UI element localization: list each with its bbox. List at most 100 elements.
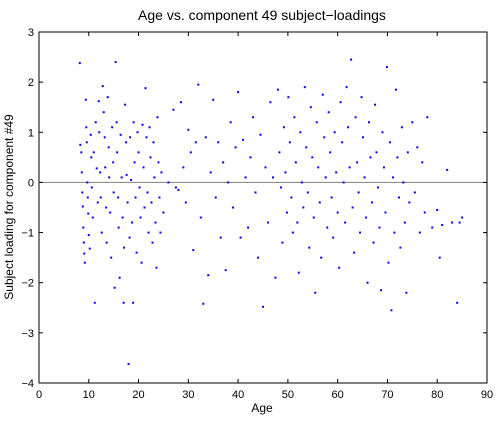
data-point [311,156,314,159]
data-point [332,236,335,239]
data-point [99,171,102,174]
data-point [90,186,93,189]
data-point [145,136,148,139]
data-point [323,136,326,139]
data-point [111,126,114,129]
data-point [290,196,293,199]
data-point [291,231,294,234]
data-point [192,249,195,252]
data-point [431,226,434,229]
data-point [80,171,83,174]
data-point [159,231,162,234]
y-tick-label: 2 [28,77,34,89]
data-point [94,121,97,124]
x-tick-label: 50 [282,389,294,401]
data-point [112,191,115,194]
data-point [229,121,232,124]
data-point [333,131,336,134]
data-point [359,231,362,234]
data-point [92,151,95,154]
data-point [257,256,260,259]
data-point [224,269,227,272]
data-point [105,206,108,209]
data-point [296,221,299,224]
data-point [105,241,108,244]
data-point [217,141,220,144]
data-point [107,146,110,149]
data-point [451,221,454,224]
data-point [207,274,210,277]
data-point [227,181,230,184]
data-point [274,276,277,279]
data-point [305,146,308,149]
data-point [278,151,281,154]
data-point [167,181,170,184]
data-point [320,256,323,259]
data-point [116,151,119,154]
data-point [284,171,287,174]
data-point [302,206,305,209]
x-tick-label: 80 [431,389,443,401]
data-point [336,211,339,214]
data-point [95,167,98,170]
data-point [149,156,152,159]
data-point [314,291,317,294]
data-point [174,186,177,189]
data-point [131,221,134,224]
data-point [375,151,378,154]
data-point [408,201,411,204]
data-point [329,151,332,154]
data-point [144,87,147,90]
data-point [426,116,429,119]
x-axis-title: Age [251,401,273,415]
data-point [199,216,202,219]
data-point [100,231,103,234]
data-point [117,226,120,229]
data-point [342,181,345,184]
data-point [339,101,342,104]
chart-title: Age vs. component 49 subject−loadings [138,7,386,23]
data-point [119,133,122,136]
data-point [345,86,348,89]
data-point [285,211,288,214]
data-point [378,226,381,229]
data-point [87,212,90,215]
data-point [138,186,141,189]
data-point [372,241,375,244]
data-point [122,301,125,304]
data-point [158,196,161,199]
data-point [379,289,382,292]
data-point [91,216,94,219]
data-point [353,251,356,254]
data-point [381,131,384,134]
data-point [402,181,405,184]
data-point [85,126,88,129]
data-point [294,161,297,164]
data-point [83,261,86,264]
data-point [266,221,269,224]
data-point [194,141,197,144]
data-point [357,191,360,194]
data-point [327,111,330,114]
data-point [114,61,117,64]
data-point [423,211,426,214]
data-point [108,176,111,179]
data-point [123,246,126,249]
data-point [338,266,341,269]
data-point [87,234,90,237]
data-point [271,176,274,179]
data-point [282,126,285,129]
data-point [234,146,237,149]
data-point [326,226,329,229]
data-point [239,236,242,239]
data-point [312,216,315,219]
data-point [418,231,421,234]
data-point [399,246,402,249]
y-tick-label: 0 [28,177,34,189]
data-point [374,103,376,106]
data-point [237,91,240,94]
plot-area: 0 10 20 30 40 50 60 70 80 90 −4 −3 −2 −1 0 1 2 3 [21,27,493,401]
data-point [288,141,291,144]
data-point [97,100,100,103]
data-point [104,166,107,169]
